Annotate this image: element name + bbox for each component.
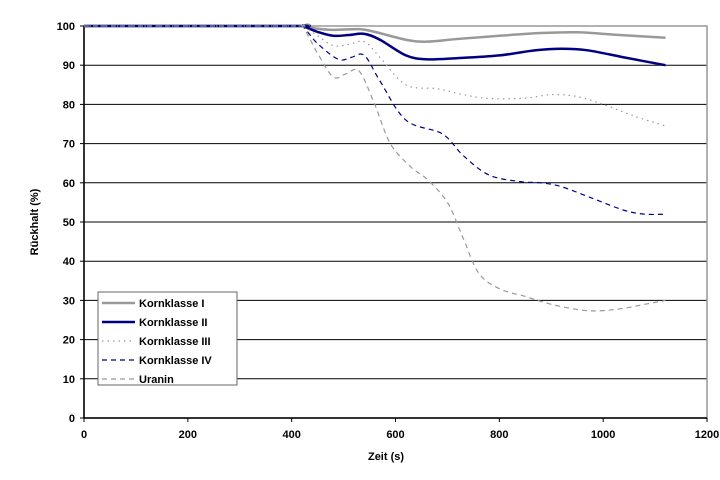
x-tick-label: 800 bbox=[490, 429, 508, 441]
x-axis-label: Zeit (s) bbox=[368, 451, 404, 463]
x-tick-label: 0 bbox=[81, 429, 87, 441]
x-tick-label: 200 bbox=[179, 429, 197, 441]
y-tick-label: 70 bbox=[63, 139, 75, 151]
y-tick-label: 40 bbox=[63, 256, 75, 268]
y-tick-label: 80 bbox=[63, 99, 75, 111]
x-tick-label: 1200 bbox=[695, 429, 719, 441]
y-tick-label: 60 bbox=[63, 178, 75, 190]
y-tick-label: 20 bbox=[63, 335, 75, 347]
y-axis-label: Rückhalt (%) bbox=[29, 188, 41, 255]
x-tick-label: 400 bbox=[282, 429, 300, 441]
series-line-1 bbox=[83, 24, 666, 43]
y-tick-label: 90 bbox=[63, 60, 75, 72]
legend-box bbox=[97, 291, 238, 386]
y-tick-label: 100 bbox=[57, 21, 75, 33]
x-tick-label: 1000 bbox=[591, 429, 615, 441]
legend-label: Kornklasse II bbox=[139, 317, 207, 329]
y-tick-label: 30 bbox=[63, 295, 75, 307]
legend: Kornklasse I Kornklasse II Kornklasse III K… bbox=[97, 291, 238, 386]
y-tick-label: 50 bbox=[63, 217, 75, 229]
series-line-4 bbox=[83, 24, 666, 216]
series-line-3 bbox=[83, 24, 666, 127]
legend-label: Uranin bbox=[139, 374, 174, 386]
y-tick-label: 10 bbox=[63, 374, 75, 386]
legend-label: Kornklasse I bbox=[139, 298, 204, 310]
x-tick-label: 600 bbox=[386, 429, 404, 441]
legend-label: Kornklasse IV bbox=[139, 355, 212, 367]
series-line-5 bbox=[83, 23, 666, 312]
y-tick-label: 0 bbox=[69, 413, 75, 425]
series-lines bbox=[83, 23, 666, 312]
legend-label: Kornklasse III bbox=[139, 336, 211, 348]
